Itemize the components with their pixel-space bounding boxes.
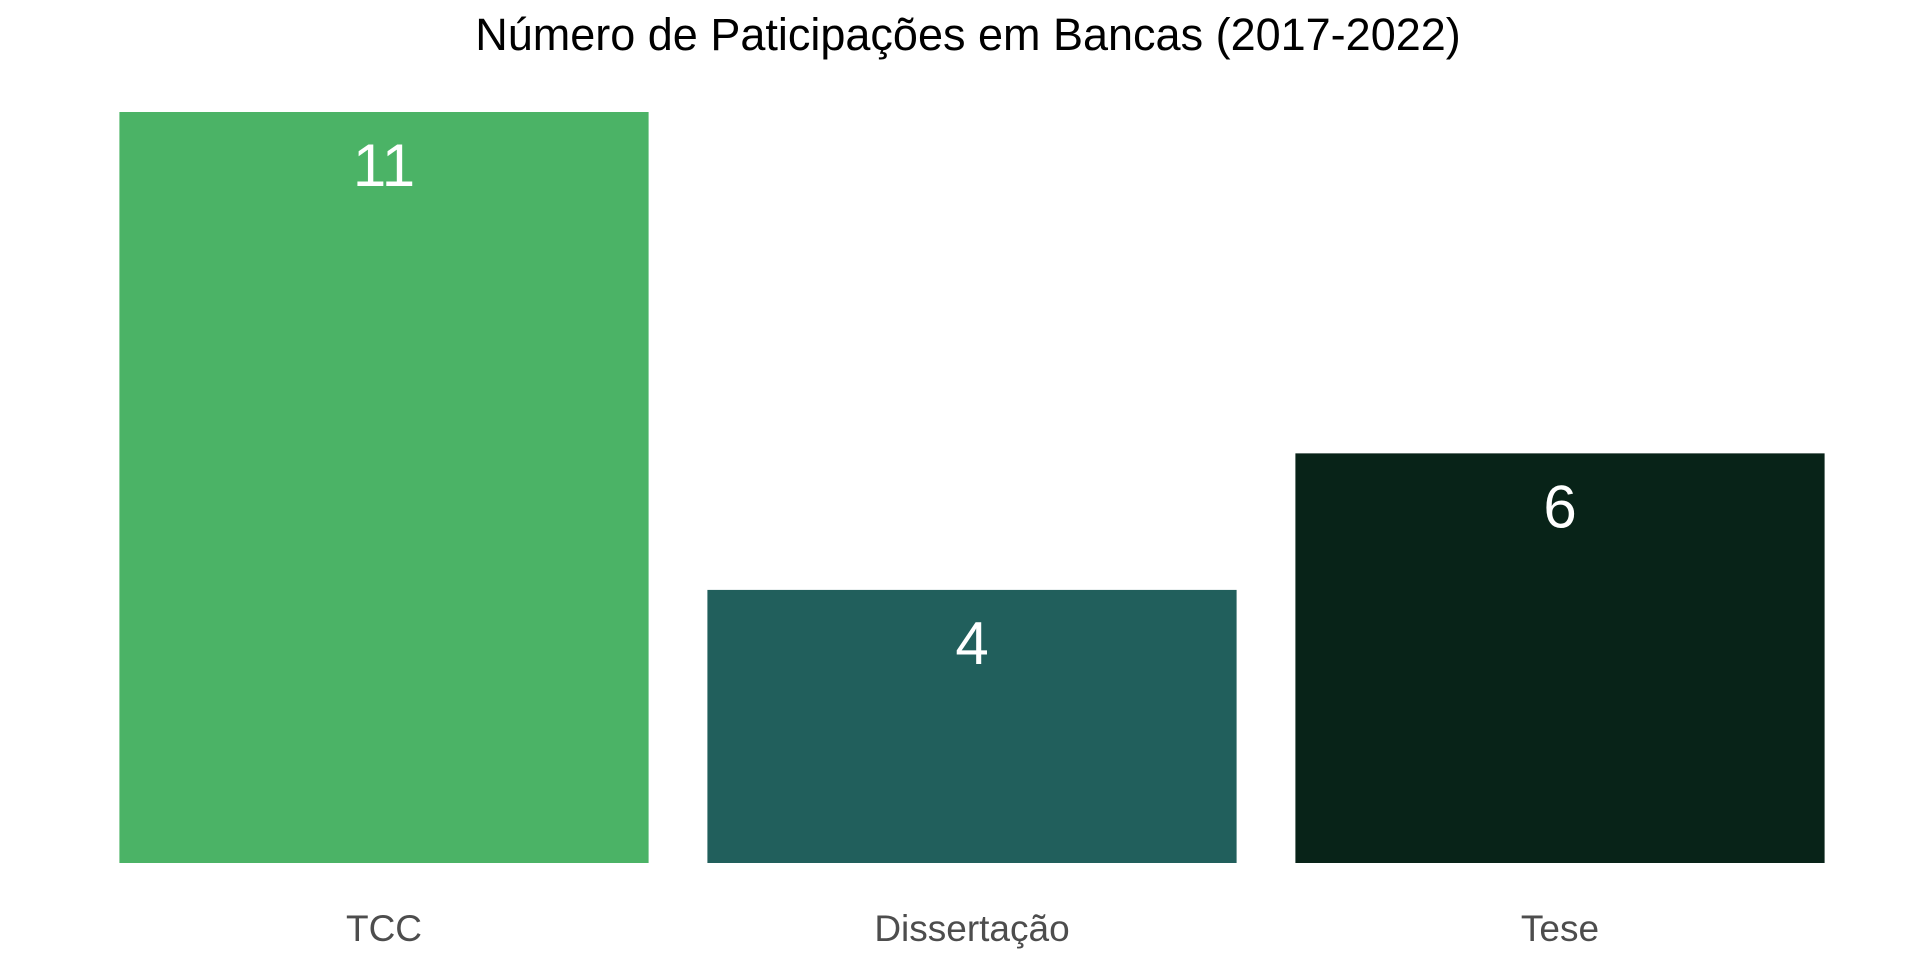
- bar-dissertacao: [707, 589, 1237, 863]
- x-tick-label-tcc: TCC: [346, 908, 422, 949]
- data-labels-group: 11 4 6: [353, 132, 1577, 677]
- x-tick-label-tese: Tese: [1521, 908, 1599, 949]
- bar-tese: [1295, 453, 1825, 863]
- x-tick-label-dissertacao: Dissertação: [874, 908, 1069, 949]
- chart-title: Número de Paticipações em Bancas (2017-2…: [475, 9, 1461, 60]
- data-label-tcc: 11: [353, 132, 415, 199]
- data-label-tese: 6: [1543, 473, 1576, 540]
- x-axis-tick-labels: TCC Dissertação Tese: [346, 908, 1599, 949]
- data-label-dissertacao: 4: [955, 610, 988, 677]
- bar-tcc: [119, 112, 649, 863]
- bars-group: [119, 112, 1825, 863]
